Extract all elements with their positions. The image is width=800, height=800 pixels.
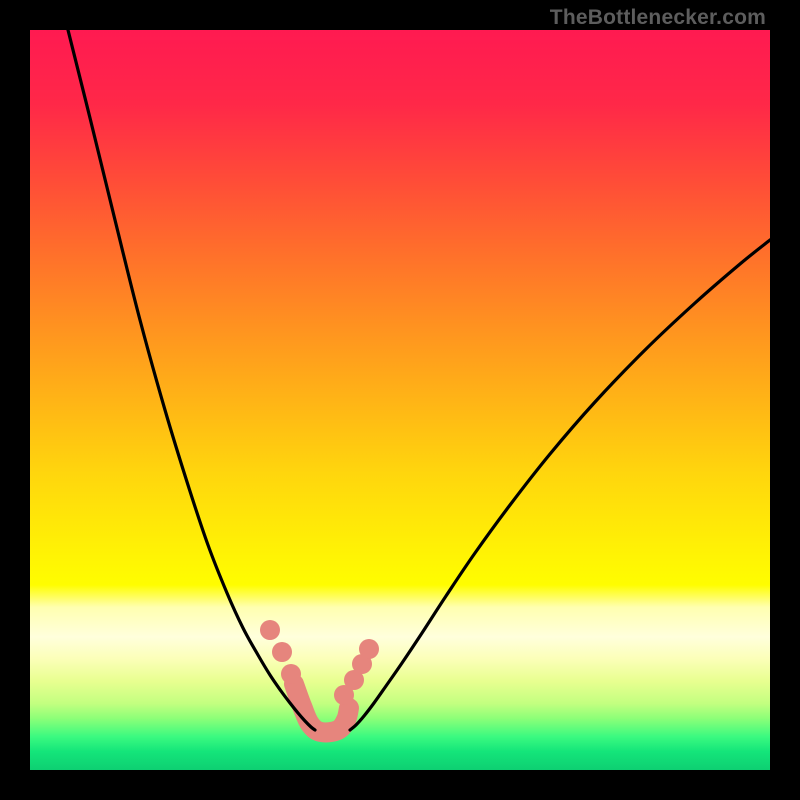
valley-marker [260, 620, 379, 732]
plot-area [30, 30, 770, 770]
curves-layer [30, 30, 770, 770]
chart-frame: TheBottlenecker.com [0, 0, 800, 800]
right-curve [350, 240, 770, 730]
watermark-text: TheBottlenecker.com [550, 6, 766, 30]
